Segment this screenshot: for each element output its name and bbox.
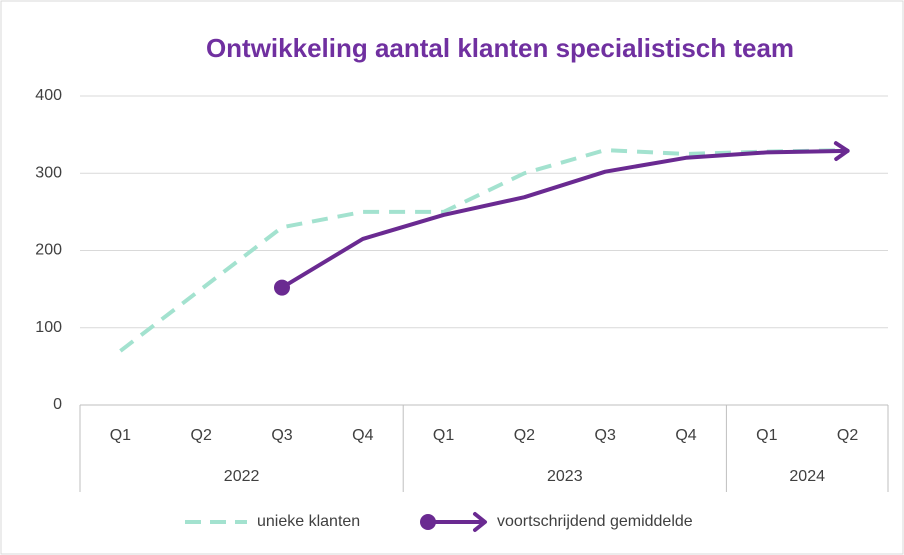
start-marker <box>274 279 290 296</box>
x-tick-label: Q2 <box>837 427 858 444</box>
x-tick-label: Q3 <box>271 427 292 444</box>
line-series <box>119 148 848 353</box>
chart-title: Ontwikkeling aantal klanten specialistis… <box>206 33 794 63</box>
legend-label: unieke klanten <box>257 513 360 530</box>
x-tick-label: Q4 <box>675 427 696 444</box>
legend-label: voortschrijdend gemiddelde <box>497 513 693 530</box>
x-tick-label: Q3 <box>595 427 616 444</box>
end-arrow <box>833 141 850 161</box>
x-tick-label: Q2 <box>191 427 212 444</box>
y-tick-label: 200 <box>35 242 62 259</box>
x-tick-label: Q1 <box>756 427 777 444</box>
legend-marker <box>420 514 436 530</box>
x-tick-label: Q1 <box>110 427 131 444</box>
legend-arrow <box>473 512 487 532</box>
y-tick-label: 0 <box>53 396 62 413</box>
x-group-label: 2024 <box>789 468 825 485</box>
x-tick-label: Q4 <box>352 427 373 444</box>
x-group-label: 2022 <box>224 468 260 485</box>
x-tick-label: Q2 <box>514 427 535 444</box>
line-series <box>280 148 850 290</box>
x-group-label: 2023 <box>547 468 583 485</box>
y-tick-label: 400 <box>35 87 62 104</box>
y-tick-label: 100 <box>35 319 62 336</box>
y-tick-label: 300 <box>35 164 62 181</box>
x-tick-label: Q1 <box>433 427 454 444</box>
